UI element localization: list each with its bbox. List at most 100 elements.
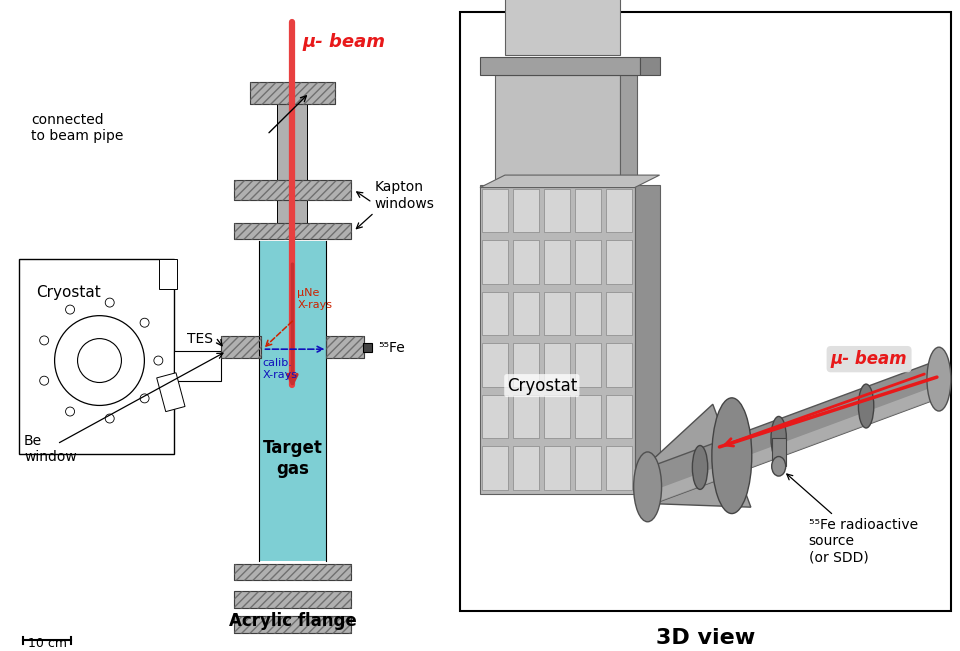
Circle shape — [65, 407, 75, 416]
Bar — [233, 223, 351, 240]
Text: Be
window: Be window — [24, 434, 77, 464]
Circle shape — [39, 336, 49, 345]
Text: μ- beam: μ- beam — [830, 350, 907, 368]
Circle shape — [39, 376, 49, 385]
Bar — [233, 564, 351, 579]
Bar — [514, 189, 540, 232]
Text: Target
gas: Target gas — [262, 439, 323, 478]
Bar — [480, 185, 635, 494]
Bar — [606, 395, 633, 438]
Bar — [326, 336, 364, 358]
Text: ⁵⁵Fe: ⁵⁵Fe — [378, 341, 405, 355]
Bar — [606, 447, 633, 490]
Bar — [606, 343, 633, 387]
Bar — [606, 189, 633, 232]
Bar — [544, 395, 570, 438]
Text: TES: TES — [186, 332, 212, 346]
Bar — [483, 189, 509, 232]
Text: 3D view: 3D view — [656, 628, 756, 648]
Bar — [326, 336, 364, 358]
Bar — [544, 292, 570, 335]
Text: calib.
X-rays: calib. X-rays — [262, 358, 298, 380]
Bar — [606, 240, 633, 284]
Bar — [174, 352, 221, 381]
Bar — [258, 242, 326, 561]
Polygon shape — [619, 75, 637, 182]
Bar — [514, 292, 540, 335]
Bar — [483, 447, 509, 490]
Circle shape — [140, 318, 149, 327]
Text: μNe
X-rays: μNe X-rays — [298, 288, 332, 310]
Bar — [158, 259, 177, 289]
Bar — [19, 259, 174, 454]
Bar — [575, 395, 601, 438]
Bar — [277, 199, 307, 223]
Ellipse shape — [771, 417, 786, 460]
Bar — [575, 343, 601, 387]
Bar — [277, 104, 307, 180]
Ellipse shape — [637, 459, 658, 515]
Ellipse shape — [929, 351, 948, 407]
Bar — [495, 75, 619, 182]
Bar — [544, 447, 570, 490]
Polygon shape — [650, 384, 946, 504]
Circle shape — [106, 414, 114, 423]
Bar — [233, 223, 351, 240]
Bar — [575, 189, 601, 232]
Circle shape — [140, 394, 149, 403]
Bar — [514, 447, 540, 490]
Bar — [483, 240, 509, 284]
Ellipse shape — [712, 398, 752, 514]
Bar — [233, 180, 351, 199]
Polygon shape — [641, 404, 751, 507]
Bar — [483, 395, 509, 438]
Bar — [483, 292, 509, 335]
Bar — [575, 240, 601, 284]
Circle shape — [106, 298, 114, 307]
Text: μ- beam: μ- beam — [302, 33, 385, 51]
Bar — [221, 336, 260, 358]
Bar — [233, 616, 351, 633]
Text: Acrylic flange: Acrylic flange — [228, 611, 356, 630]
Bar — [250, 82, 335, 104]
Ellipse shape — [692, 445, 708, 490]
Bar — [460, 12, 951, 611]
Text: ⁵⁵Fe radioactive
source
(or SDD): ⁵⁵Fe radioactive source (or SDD) — [787, 474, 918, 564]
Bar — [483, 343, 509, 387]
Polygon shape — [639, 57, 660, 75]
Bar — [156, 373, 185, 411]
Text: 10 cm: 10 cm — [28, 637, 66, 650]
Bar — [606, 292, 633, 335]
Bar — [363, 342, 372, 352]
Bar — [544, 240, 570, 284]
Bar — [514, 343, 540, 387]
Bar — [233, 616, 351, 633]
Bar — [233, 590, 351, 607]
Bar — [233, 590, 351, 607]
Bar — [250, 82, 335, 104]
Text: Cryostat: Cryostat — [507, 376, 577, 395]
Text: Kapton
windows: Kapton windows — [374, 180, 434, 211]
Ellipse shape — [858, 384, 874, 428]
Polygon shape — [635, 185, 660, 494]
Ellipse shape — [927, 347, 951, 411]
Polygon shape — [641, 362, 946, 504]
Bar — [233, 564, 351, 579]
Text: connected
to beam pipe: connected to beam pipe — [31, 113, 124, 143]
Bar — [544, 189, 570, 232]
Bar — [514, 395, 540, 438]
Bar — [221, 336, 260, 358]
Bar — [575, 292, 601, 335]
Bar — [514, 240, 540, 284]
Ellipse shape — [634, 452, 661, 521]
Circle shape — [154, 356, 163, 365]
Bar — [575, 447, 601, 490]
Text: Cryostat: Cryostat — [36, 285, 101, 300]
Polygon shape — [480, 175, 660, 187]
Bar — [480, 57, 639, 75]
Circle shape — [65, 305, 75, 314]
Bar — [233, 180, 351, 199]
Bar — [772, 438, 785, 466]
Ellipse shape — [772, 456, 785, 476]
Bar — [544, 343, 570, 387]
